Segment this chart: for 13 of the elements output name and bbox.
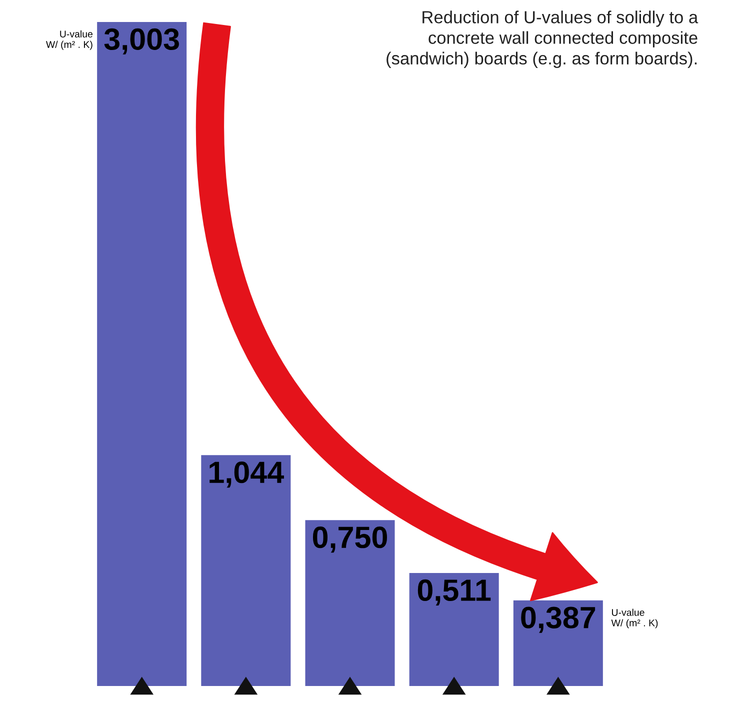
data-label: 0,750 xyxy=(312,526,387,553)
chart-title: Reduction of U-values of solidly to a concrete wall connected composite (sandwich) boards (e.g. as form boards). xyxy=(386,10,698,68)
data-label: 3,003 xyxy=(104,28,179,54)
bar xyxy=(409,573,499,686)
data-label: 1,044 xyxy=(210,462,284,488)
bar xyxy=(513,600,603,686)
bar xyxy=(97,22,187,686)
annotation: U-value W/ (m² . K) xyxy=(46,30,92,50)
bar xyxy=(305,520,395,686)
data-label: 0,387 xyxy=(521,606,596,633)
text: U-value W/ (m² . K) xyxy=(611,608,658,628)
data-label: 0,511 xyxy=(418,579,491,606)
bar xyxy=(201,455,291,686)
